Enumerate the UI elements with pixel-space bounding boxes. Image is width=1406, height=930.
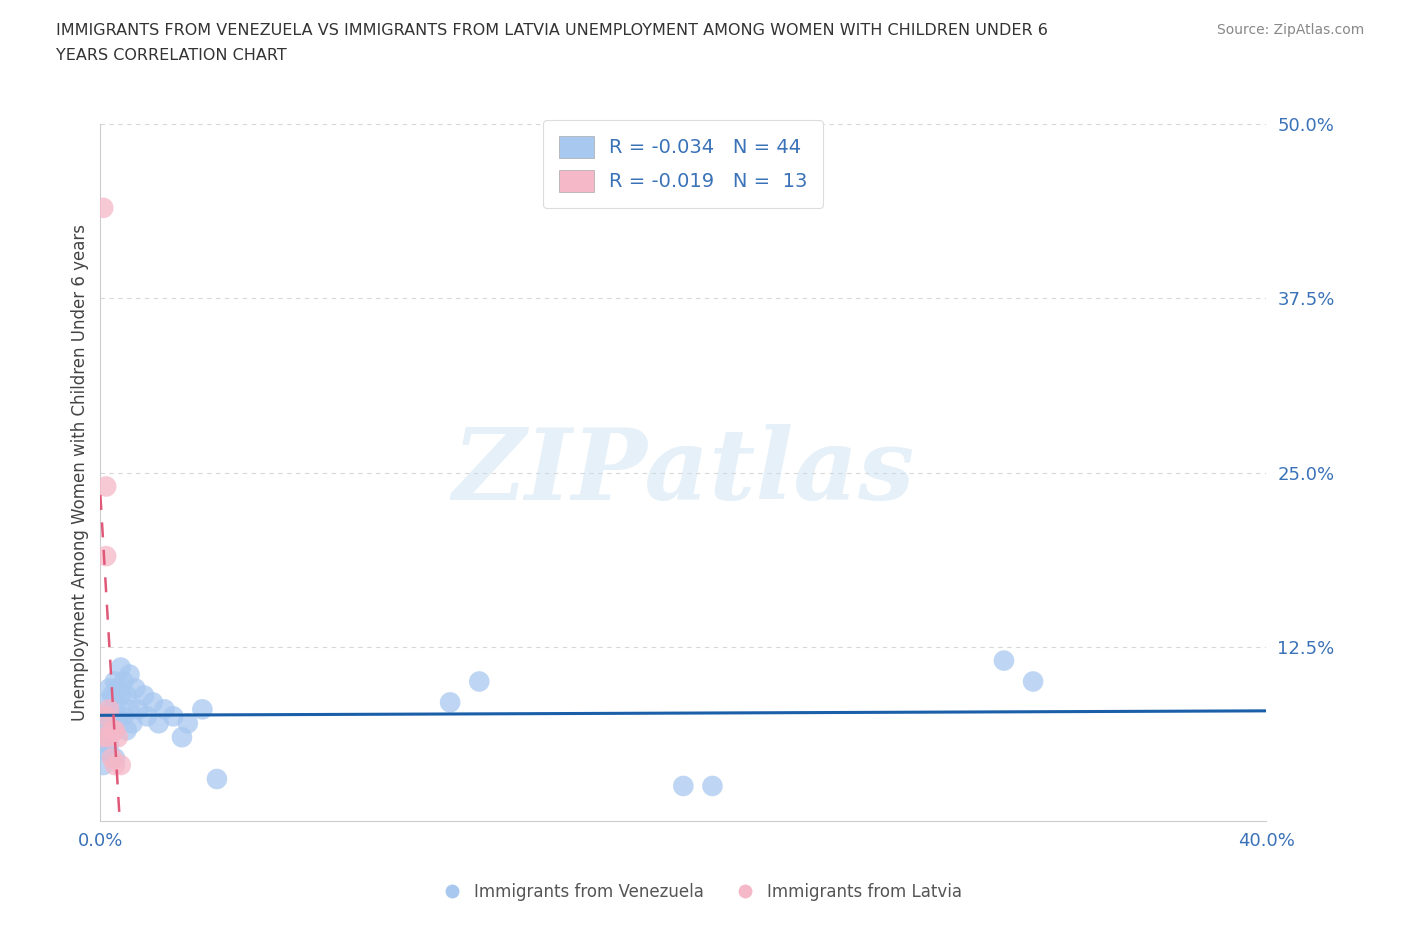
Point [107, 730, 129, 745]
Point [96, 744, 118, 759]
Point [153, 702, 176, 717]
Point [91, 758, 114, 773]
Point [104, 751, 127, 765]
Point [112, 674, 135, 689]
Point [96, 709, 118, 724]
Point [118, 667, 141, 682]
Point [110, 660, 132, 675]
Point [118, 702, 141, 717]
Point [136, 709, 159, 724]
Point [96, 695, 118, 710]
Point [993, 653, 1015, 668]
Point [121, 716, 143, 731]
Point [96, 479, 118, 494]
Text: IMMIGRANTS FROM VENEZUELA VS IMMIGRANTS FROM LATVIA UNEMPLOYMENT AMONG WOMEN WIT: IMMIGRANTS FROM VENEZUELA VS IMMIGRANTS … [56, 23, 1047, 38]
Point [132, 688, 155, 703]
Point [162, 709, 184, 724]
Point [101, 688, 124, 703]
Point [115, 688, 138, 703]
Point [98, 709, 121, 724]
Point [91, 730, 114, 745]
Point [110, 688, 132, 703]
Point [101, 751, 124, 765]
Point [104, 723, 127, 737]
Point [98, 681, 121, 696]
Point [672, 778, 695, 793]
Point [1022, 674, 1045, 689]
Point [142, 695, 165, 710]
Point [91, 201, 114, 216]
Point [110, 758, 132, 773]
Point [439, 695, 461, 710]
Point [91, 737, 114, 751]
Point [115, 723, 138, 737]
Point [107, 681, 129, 696]
Point [170, 730, 193, 745]
Point [104, 674, 127, 689]
Point [98, 730, 121, 745]
Point [191, 702, 214, 717]
Legend: Immigrants from Venezuela, Immigrants from Latvia: Immigrants from Venezuela, Immigrants fr… [437, 876, 969, 908]
Point [96, 549, 118, 564]
Point [101, 716, 124, 731]
Text: YEARS CORRELATION CHART: YEARS CORRELATION CHART [56, 48, 287, 63]
Point [112, 709, 135, 724]
Point [104, 695, 127, 710]
Text: Source: ZipAtlas.com: Source: ZipAtlas.com [1216, 23, 1364, 37]
Text: ZIPatlas: ZIPatlas [453, 424, 914, 521]
Point [96, 723, 118, 737]
Point [104, 758, 127, 773]
Y-axis label: Unemployment Among Women with Children Under 6 years: Unemployment Among Women with Children U… [72, 224, 89, 721]
Point [124, 681, 146, 696]
Point [177, 716, 200, 731]
Point [127, 702, 149, 717]
Point [91, 709, 114, 724]
Point [98, 702, 121, 717]
Point [205, 772, 228, 787]
Point [702, 778, 724, 793]
Point [148, 716, 170, 731]
Point [101, 723, 124, 737]
Point [98, 737, 121, 751]
Point [468, 674, 491, 689]
Point [104, 723, 127, 737]
Legend: R = -0.034   N = 44, R = -0.019   N =  13: R = -0.034 N = 44, R = -0.019 N = 13 [543, 120, 824, 207]
Point [107, 709, 129, 724]
